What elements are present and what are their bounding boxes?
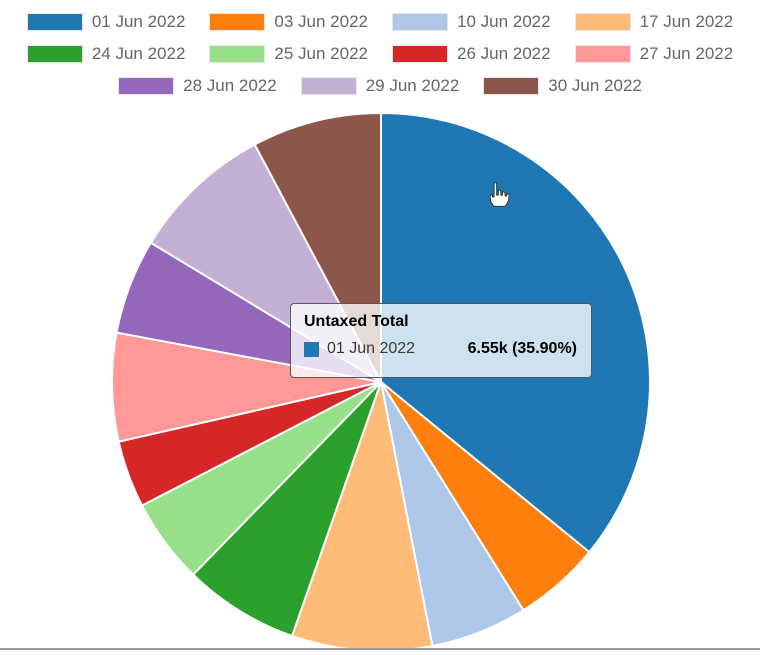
chart-legend: 01 Jun 2022 03 Jun 2022 10 Jun 2022 17 Jun … [0,0,760,95]
legend-label: 24 Jun 2022 [91,44,186,63]
legend-swatch [574,12,631,31]
chart-tooltip: Untaxed Total 01 Jun 2022 6.55k (35.90%) [290,303,592,378]
legend-swatch [574,44,631,63]
legend-label: 30 Jun 2022 [548,76,642,95]
legend-item-25-jun-2022[interactable]: 25 Jun 2022 [209,44,368,63]
legend-label: 28 Jun 2022 [183,76,277,95]
legend-label: 27 Jun 2022 [639,44,734,63]
legend-item-17-jun-2022[interactable]: 17 Jun 2022 [574,12,734,31]
legend-row: 28 Jun 2022 29 Jun 2022 30 Jun 2022 [118,76,642,95]
tooltip-series-swatch [304,341,319,357]
legend-swatch [300,76,357,95]
legend-label: 01 Jun 2022 [91,12,186,31]
legend-item-03-jun-2022[interactable]: 03 Jun 2022 [209,12,368,31]
legend-item-28-jun-2022[interactable]: 28 Jun 2022 [118,76,277,95]
tooltip-title: Untaxed Total [304,313,409,330]
legend-swatch [209,44,266,63]
legend-item-30-jun-2022[interactable]: 30 Jun 2022 [483,76,642,95]
legend-item-26-jun-2022[interactable]: 26 Jun 2022 [392,44,551,63]
pie-slice-27-jun-2022[interactable] [111,331,382,443]
legend-item-29-jun-2022[interactable]: 29 Jun 2022 [300,76,460,95]
legend-label: 17 Jun 2022 [639,12,734,31]
legend-swatch [392,12,448,31]
legend-swatch [26,12,83,31]
legend-label: 25 Jun 2022 [274,44,368,63]
legend-item-01-jun-2022[interactable]: 01 Jun 2022 [26,12,186,31]
pie-slice-24-jun-2022[interactable] [191,381,382,638]
legend-item-10-jun-2022[interactable]: 10 Jun 2022 [392,12,551,31]
legend-swatch [209,12,266,31]
legend-swatch [26,44,83,63]
tooltip-series-value: 6.55k (35.90%) [467,340,577,357]
pie-slice-17-jun-2022[interactable] [290,378,434,651]
legend-row: 01 Jun 2022 03 Jun 2022 10 Jun 2022 17 Jun … [26,12,734,31]
legend-label: 03 Jun 2022 [274,12,368,31]
legend-swatch [392,44,448,63]
legend-label: 10 Jun 2022 [457,12,551,31]
legend-swatch [118,76,175,95]
legend-row: 24 Jun 2022 25 Jun 2022 26 Jun 2022 27 Jun … [26,44,734,63]
chart-bottom-divider [0,648,760,650]
legend-item-24-jun-2022[interactable]: 24 Jun 2022 [26,44,186,63]
legend-label: 26 Jun 2022 [457,44,551,63]
legend-swatch [483,76,540,95]
bottom-band [0,650,760,655]
tooltip-series-label: 01 Jun 2022 [327,340,416,357]
tooltip-row: 01 Jun 2022 6.55k (35.90%) [304,340,577,358]
legend-label: 29 Jun 2022 [365,76,460,95]
legend-item-27-jun-2022[interactable]: 27 Jun 2022 [574,44,734,63]
